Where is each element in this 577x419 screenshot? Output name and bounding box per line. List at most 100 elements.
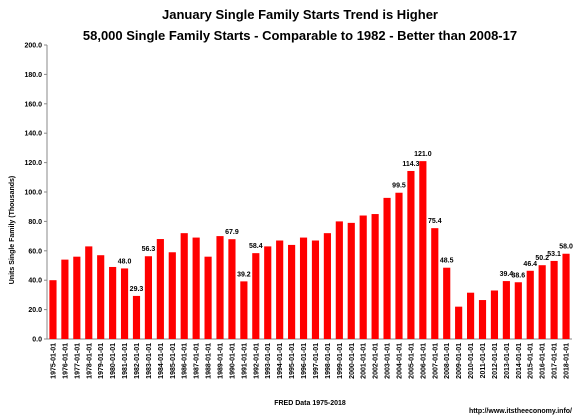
x-tick-label: 2004-01-01 bbox=[396, 343, 403, 379]
bar bbox=[204, 256, 212, 339]
bar bbox=[276, 240, 284, 339]
bar bbox=[73, 256, 81, 339]
y-tick-label: 80.0 bbox=[28, 219, 42, 226]
x-tick-label: 1990-01-01 bbox=[229, 343, 236, 379]
bar bbox=[419, 161, 427, 339]
bar bbox=[192, 237, 200, 339]
bar bbox=[216, 236, 224, 339]
y-tick-label: 60.0 bbox=[28, 248, 42, 255]
value-label: 48.0 bbox=[118, 258, 132, 265]
bar bbox=[156, 239, 164, 339]
bar bbox=[443, 267, 451, 339]
x-tick-label: 1996-01-01 bbox=[301, 343, 308, 379]
x-tick-label: 1982-01-01 bbox=[134, 343, 141, 379]
value-label: 39.2 bbox=[237, 271, 251, 278]
x-tick-label: 2017-01-01 bbox=[552, 343, 559, 379]
bar bbox=[61, 259, 69, 339]
x-tick-label: 2000-01-01 bbox=[349, 343, 356, 379]
x-tick-label: 2011-01-01 bbox=[480, 343, 487, 379]
x-tick-label: 1977-01-01 bbox=[74, 343, 81, 379]
x-tick-label: 2009-01-01 bbox=[456, 343, 463, 379]
x-tick-label: 1997-01-01 bbox=[313, 343, 320, 379]
y-tick-label: 140.0 bbox=[24, 131, 42, 138]
bar bbox=[109, 266, 117, 339]
x-tick-label: 1976-01-01 bbox=[62, 343, 69, 379]
y-tick-label: 120.0 bbox=[24, 160, 42, 167]
bar bbox=[132, 295, 141, 339]
bar bbox=[264, 246, 272, 339]
bar bbox=[240, 281, 248, 339]
x-tick-label: 2014-01-01 bbox=[516, 343, 523, 379]
bar bbox=[144, 256, 152, 339]
bar bbox=[395, 192, 403, 339]
x-tick-label: 2015-01-01 bbox=[528, 343, 535, 379]
bar bbox=[467, 292, 475, 339]
y-tick-label: 40.0 bbox=[28, 278, 42, 285]
y-tick-label: 20.0 bbox=[28, 307, 42, 314]
value-label: 67.9 bbox=[225, 229, 239, 236]
value-label: 114.3 bbox=[402, 161, 419, 168]
value-label: 121.0 bbox=[414, 151, 432, 158]
x-tick-label: 2012-01-01 bbox=[492, 343, 499, 379]
bar bbox=[502, 281, 510, 339]
x-tick-label: 1979-01-01 bbox=[98, 343, 105, 379]
x-tick-label: 1978-01-01 bbox=[86, 343, 93, 379]
x-tick-label: 2016-01-01 bbox=[540, 343, 547, 379]
x-tick-label: 2010-01-01 bbox=[468, 343, 475, 379]
x-tick-label: 1992-01-01 bbox=[253, 343, 260, 379]
value-label: 48.5 bbox=[440, 258, 454, 265]
y-tick-label: 200.0 bbox=[24, 43, 42, 50]
bar bbox=[49, 280, 57, 339]
bar bbox=[228, 239, 236, 339]
x-tick-label: 1985-01-01 bbox=[170, 343, 177, 379]
x-tick-label: 1993-01-01 bbox=[265, 343, 272, 379]
bar bbox=[550, 260, 558, 339]
x-axis-label: FRED Data 1975-2018 bbox=[274, 400, 346, 407]
bar bbox=[538, 265, 546, 339]
x-tick-label: 2005-01-01 bbox=[408, 343, 415, 379]
value-label: 75.4 bbox=[428, 218, 442, 225]
x-tick-label: 1994-01-01 bbox=[277, 343, 284, 379]
bar bbox=[323, 233, 331, 339]
value-label: 39.4 bbox=[500, 271, 514, 278]
x-tick-label: 2018-01-01 bbox=[564, 343, 571, 379]
x-tick-label: 1980-01-01 bbox=[110, 343, 117, 379]
x-tick-label: 1998-01-01 bbox=[325, 343, 332, 379]
x-tick-label: 2007-01-01 bbox=[432, 343, 439, 379]
x-tick-label: 2002-01-01 bbox=[373, 343, 380, 379]
chart-title: January Single Family Starts Trend is Hi… bbox=[162, 7, 438, 22]
y-tick-label: 160.0 bbox=[24, 101, 42, 108]
x-tick-label: 1987-01-01 bbox=[194, 343, 201, 379]
bar bbox=[526, 270, 534, 339]
chart-subtitle: 58,000 Single Family Starts - Comparable… bbox=[83, 28, 517, 43]
bar bbox=[85, 246, 93, 339]
x-tick-label: 1988-01-01 bbox=[206, 343, 213, 379]
bar bbox=[97, 255, 105, 339]
y-tick-label: 0.0 bbox=[32, 337, 42, 344]
x-tick-label: 1989-01-01 bbox=[218, 343, 225, 379]
bar bbox=[288, 244, 296, 339]
bar bbox=[180, 233, 188, 339]
bar bbox=[455, 306, 463, 339]
bar bbox=[311, 240, 320, 339]
source: http://www.itstheeconomy.info/ bbox=[469, 408, 572, 415]
bar bbox=[371, 214, 379, 339]
value-label: 46.4 bbox=[523, 261, 537, 268]
value-label: 99.5 bbox=[392, 183, 406, 190]
value-label: 29.3 bbox=[130, 286, 144, 293]
value-label: 58.4 bbox=[249, 243, 263, 250]
value-label: 38.6 bbox=[511, 272, 525, 279]
x-tick-label: 2003-01-01 bbox=[385, 343, 392, 379]
x-tick-label: 2006-01-01 bbox=[420, 343, 427, 379]
bar bbox=[478, 300, 487, 339]
x-tick-label: 1983-01-01 bbox=[146, 343, 153, 379]
x-tick-label: 2008-01-01 bbox=[444, 343, 451, 379]
y-axis-label: Units Single Family (Thousands) bbox=[9, 176, 16, 285]
y-tick-label: 180.0 bbox=[24, 72, 42, 79]
bar bbox=[168, 252, 176, 339]
bar bbox=[514, 282, 522, 339]
y-tick-label: 100.0 bbox=[24, 190, 42, 197]
bar bbox=[335, 221, 343, 339]
bar bbox=[383, 197, 391, 339]
